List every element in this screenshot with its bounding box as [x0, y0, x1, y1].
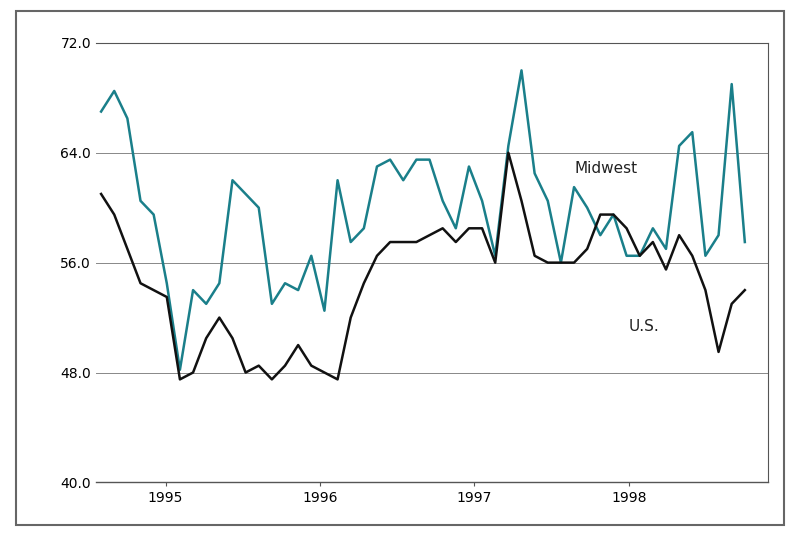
Text: U.S.: U.S. [629, 319, 660, 334]
Text: Midwest: Midwest [575, 161, 638, 176]
